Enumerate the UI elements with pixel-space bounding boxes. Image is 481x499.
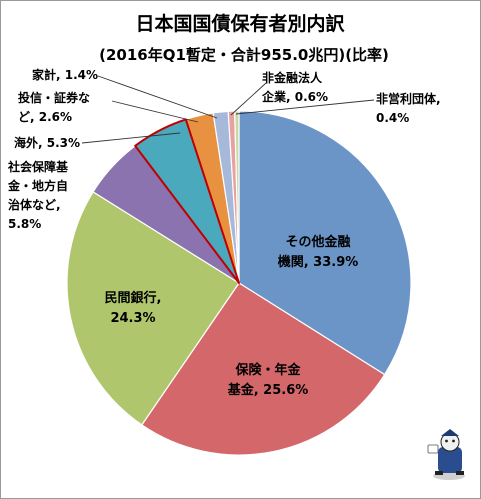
slice-label-6: 家計, 1.4%: [32, 67, 98, 82]
slice-label-7: 非金融法人企業, 0.6%: [261, 70, 328, 104]
slice-label-2: 民間銀行, 24.3%: [105, 290, 162, 326]
leader-line-6: [97, 75, 218, 119]
chart-title: 日本国国債保有者別内訳: [135, 12, 345, 35]
leader-line-5: [111, 100, 199, 123]
slice-label-8: 非営利団体, 0.4%: [376, 91, 441, 125]
slice-labels: その他金融機関, 33.9% 保険・年金基金, 25.6% 民間銀行, 24.3% 社会…: [7, 67, 441, 398]
pie-slice-0: [238, 110, 412, 376]
slice-label-1: 保険・年金基金, 25.6%: [227, 362, 309, 398]
leader-lines: [81, 75, 375, 144]
pie-slice-2: [66, 191, 240, 426]
pie-slices: [66, 110, 412, 456]
leader-line-4: [81, 132, 181, 144]
slice-label-4: 海外, 5.3%: [14, 135, 80, 150]
leader-line-8: [235, 99, 375, 115]
slice-label-3: 社会保障基金・地方自治体など, 5.8%: [7, 159, 69, 231]
pie-slice-1: [141, 282, 386, 456]
mascot-icon: [427, 429, 465, 480]
slice-label-0: その他金融機関, 33.9%: [278, 234, 359, 270]
chart-subtitle: (2016年Q1暫定・合計955.0兆円)(比率): [99, 46, 389, 64]
leader-line-7: [230, 82, 267, 116]
slice-label-5: 投信・証券など, 2.6%: [18, 90, 90, 124]
